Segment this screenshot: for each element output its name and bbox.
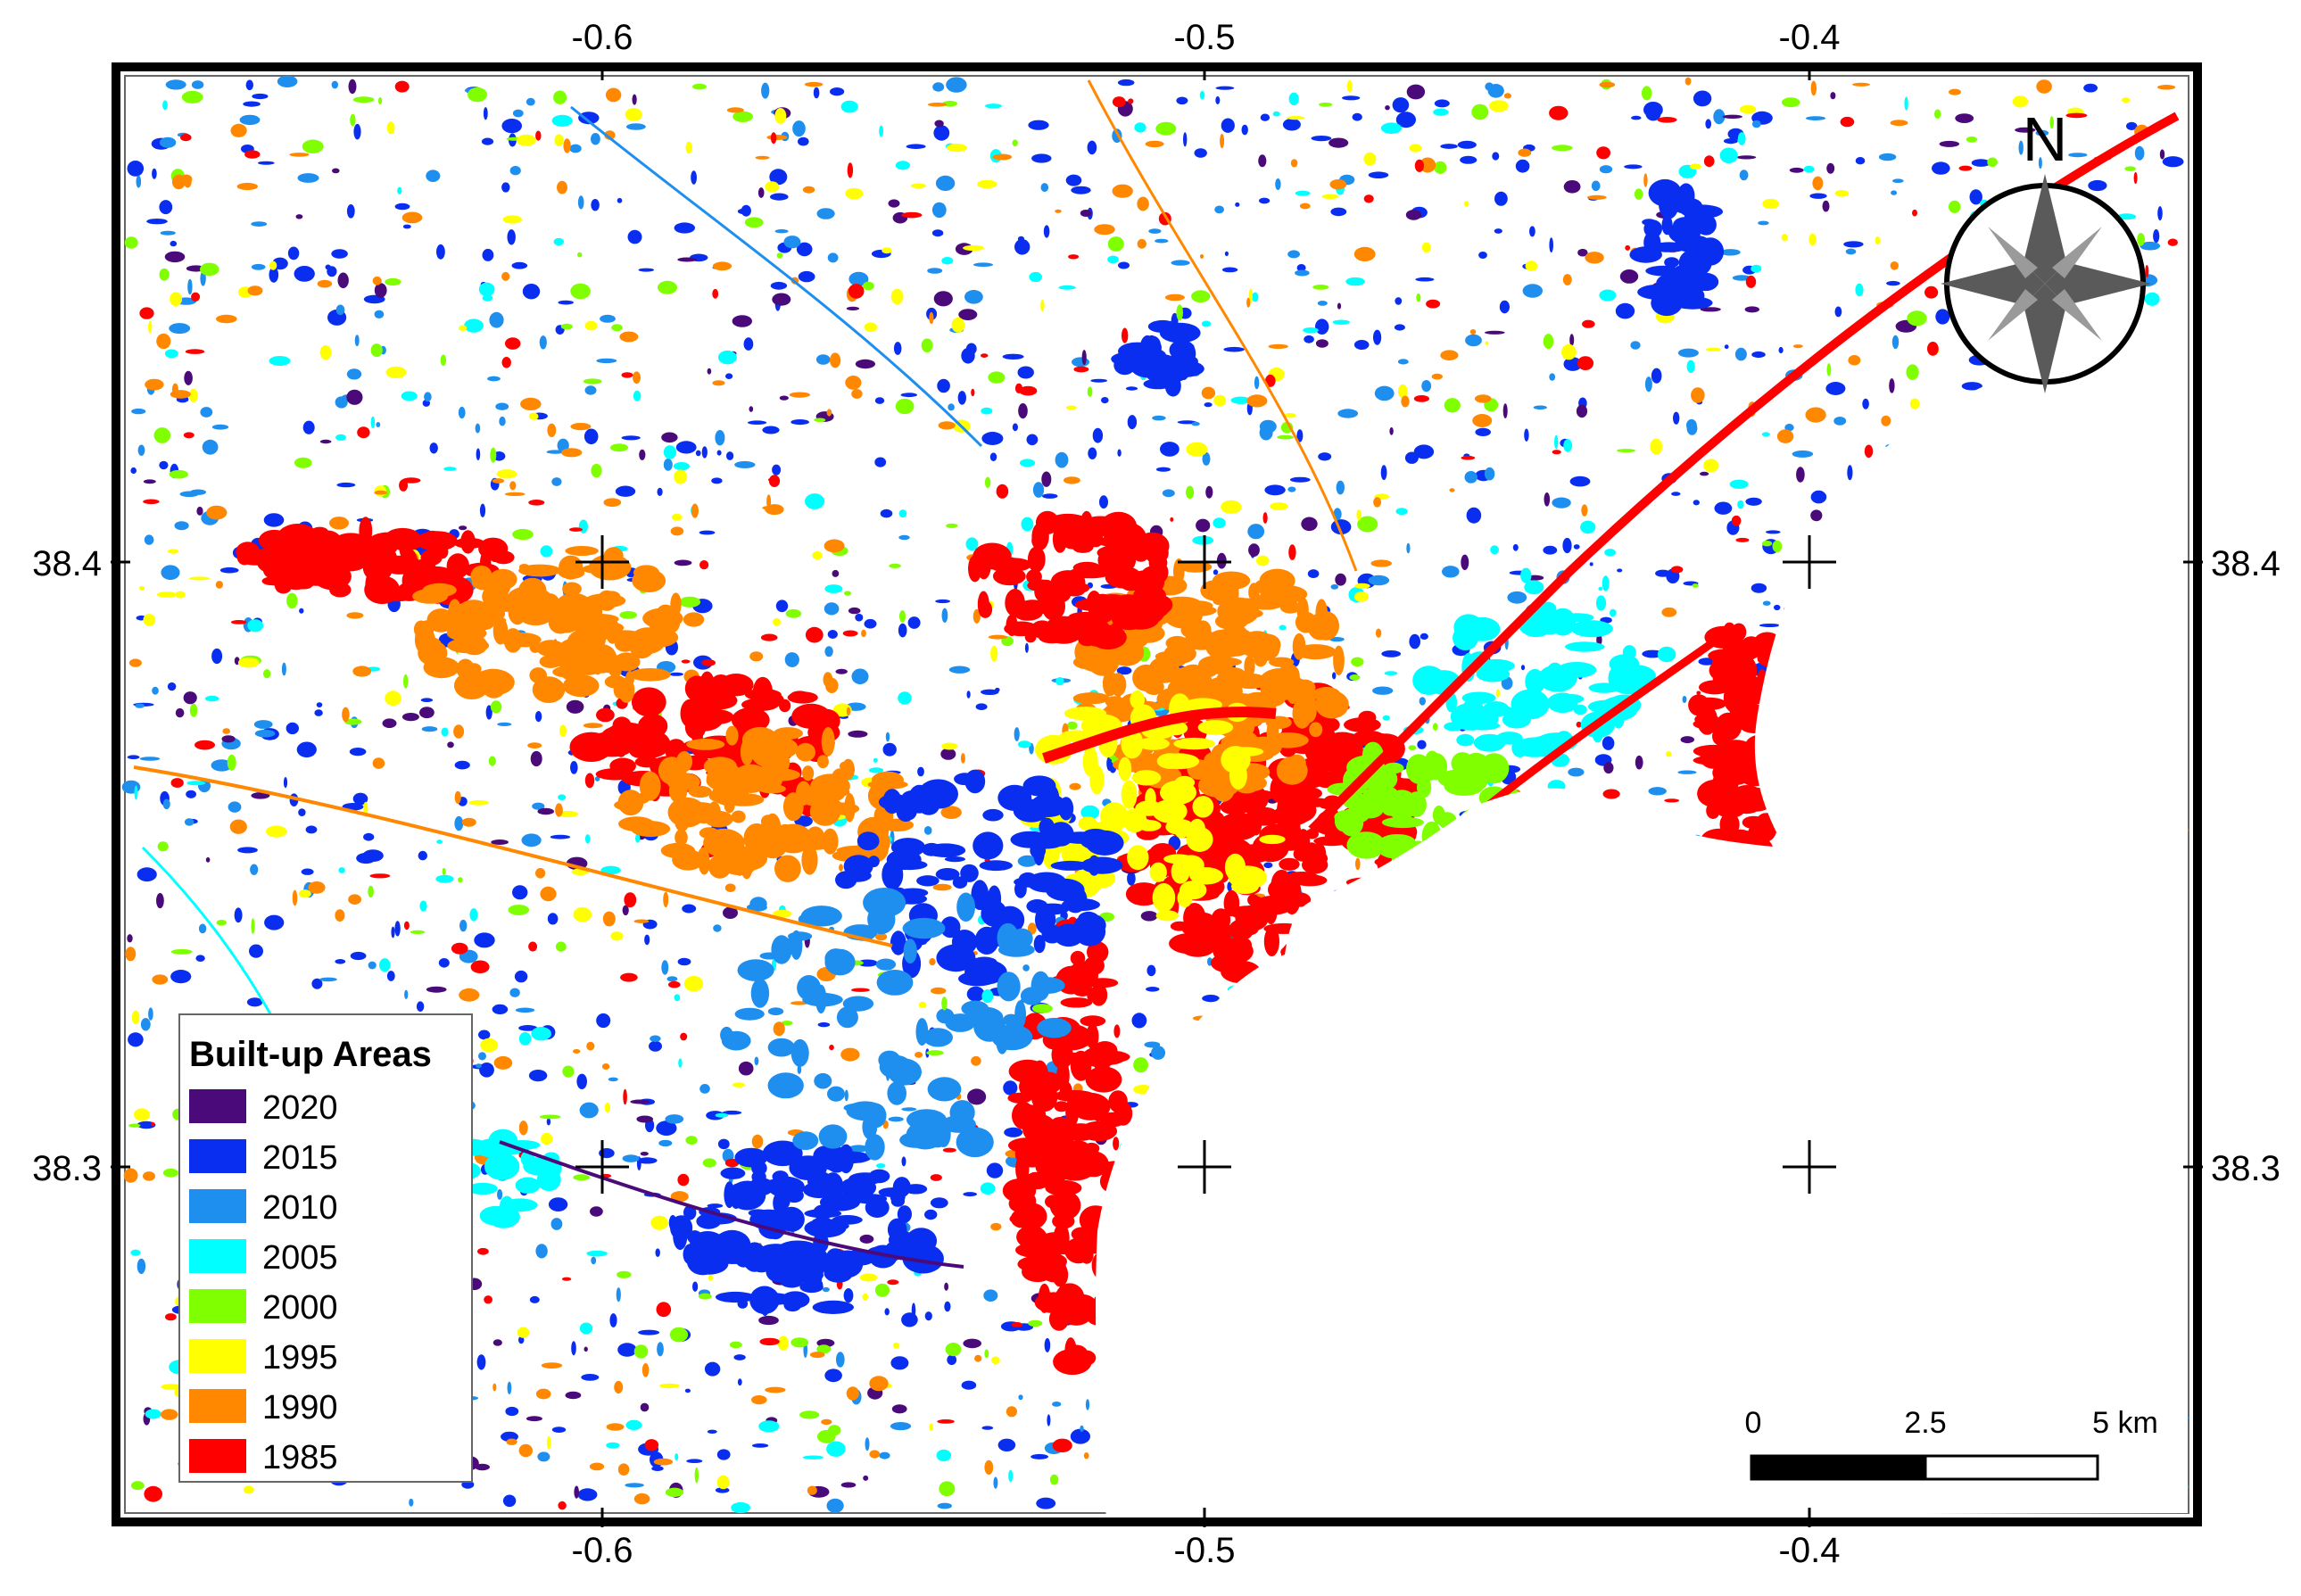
legend-label-1995: 1995 [262,1339,338,1377]
graticule [575,535,1836,1194]
lon-label-top-3: -0.4 [1778,18,1841,57]
legend-label-1985: 1985 [262,1439,338,1476]
frame-ticks [111,62,2203,1527]
legend-label-2000: 2000 [262,1289,338,1327]
legend-swatch-2020 [189,1089,246,1123]
scale-label-5km: 5 km [2092,1406,2158,1440]
lon-label-top-2: -0.5 [1173,18,1236,57]
legend-swatch-2000 [189,1289,246,1323]
legend-label-2020: 2020 [262,1089,338,1127]
scale-bar [1750,1454,2099,1481]
north-label: N [2023,104,2068,174]
scale-bar-black [1750,1454,1927,1481]
scale-label-2-5: 2.5 [1904,1406,1947,1440]
lon-label-top-1: -0.6 [571,18,633,57]
lon-label-bottom-3: -0.4 [1778,1531,1841,1570]
scale-bar-white [1924,1454,2099,1481]
legend-title: Built-up Areas [189,1035,432,1074]
legend-swatch-1990 [189,1389,246,1423]
legend-swatch-1995 [189,1339,246,1373]
legend-swatch-2005 [189,1239,246,1273]
legend-label-2010: 2010 [262,1189,338,1227]
legend-swatch-2015 [189,1139,246,1173]
lat-label-right-1: 38.4 [2211,544,2280,583]
lat-label-right-2: 38.3 [2211,1149,2280,1188]
legend-label-2005: 2005 [262,1239,338,1277]
lat-label-left-2: 38.3 [32,1149,102,1188]
legend-swatch-1985 [189,1439,246,1473]
sea-area [1096,312,2188,1517]
legend-swatch-2010 [189,1189,246,1223]
lat-label-left-1: 38.4 [32,544,102,583]
north-arrow-icon [1941,174,2151,393]
lon-label-bottom-2: -0.5 [1173,1531,1236,1570]
legend-label-2015: 2015 [262,1139,338,1177]
legend: Built-up Areas 2020 2015 2010 2005 2000 … [178,1013,473,1483]
lon-label-bottom-1: -0.6 [571,1531,633,1570]
scale-label-0: 0 [1744,1406,1762,1440]
legend-label-1990: 1990 [262,1389,338,1426]
